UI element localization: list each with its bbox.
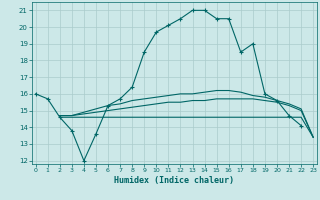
X-axis label: Humidex (Indice chaleur): Humidex (Indice chaleur) (115, 176, 234, 185)
